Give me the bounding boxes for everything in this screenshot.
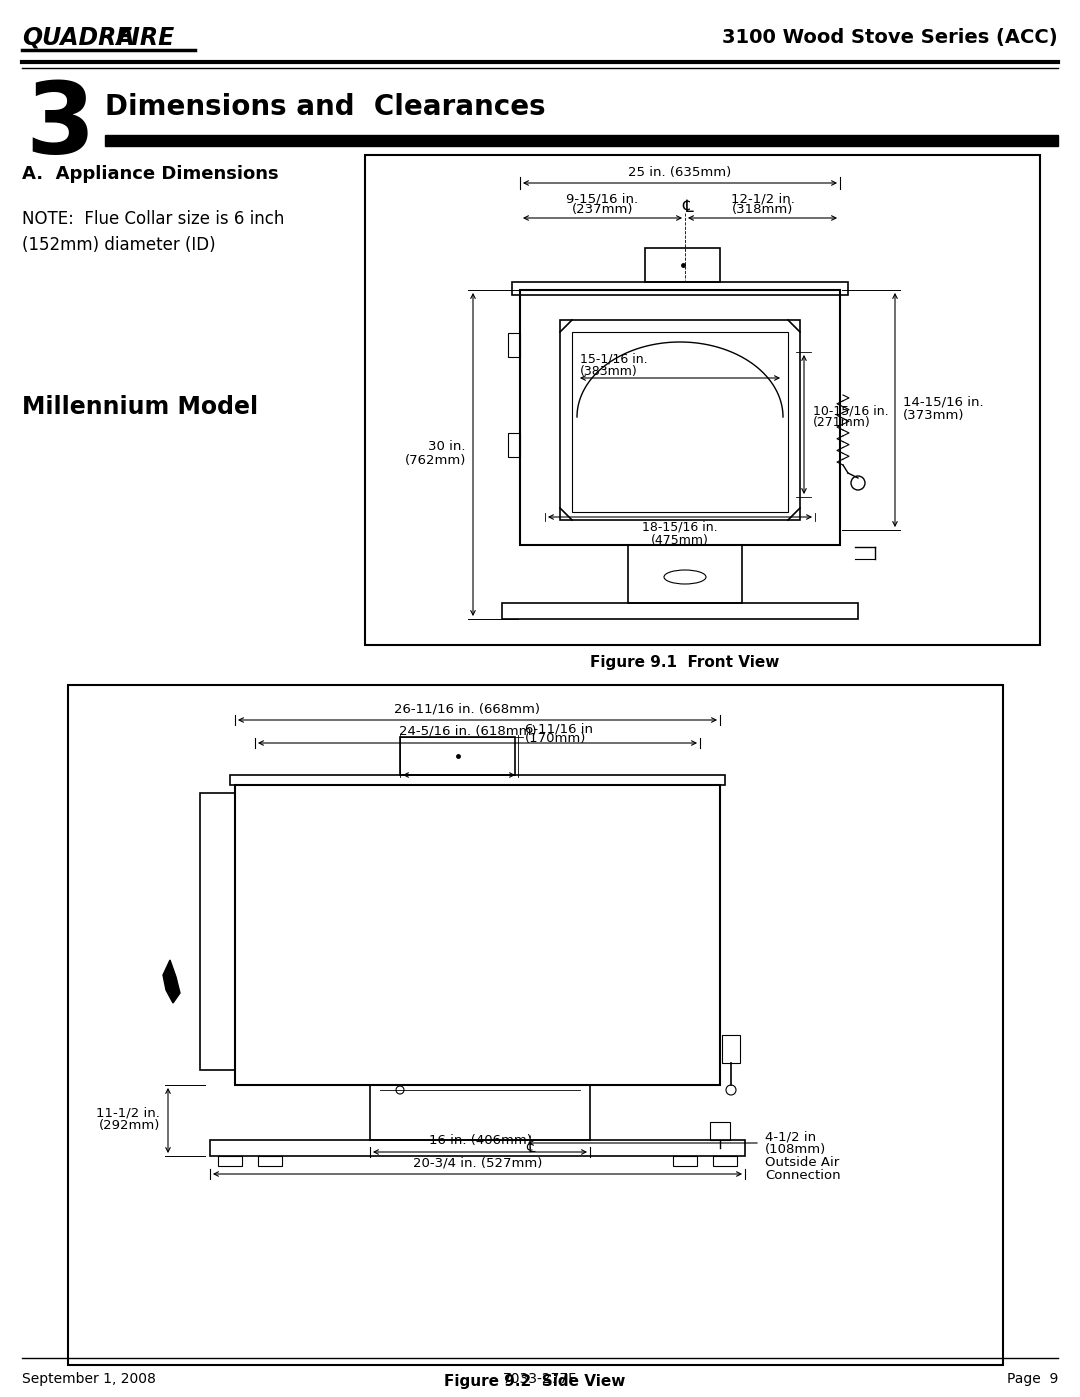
Text: 6-11/16 in: 6-11/16 in xyxy=(525,722,593,735)
Bar xyxy=(210,1140,745,1155)
Bar xyxy=(645,249,720,282)
Text: (237mm): (237mm) xyxy=(571,203,633,217)
Text: 7033-277F: 7033-277F xyxy=(503,1372,577,1386)
Text: 15-1/16 in.: 15-1/16 in. xyxy=(580,353,648,366)
Bar xyxy=(713,1155,737,1166)
Text: Figure 9.1  Front View: Figure 9.1 Front View xyxy=(591,655,780,671)
Text: 14-15/16 in.: 14-15/16 in. xyxy=(903,395,984,408)
Bar xyxy=(68,685,1003,1365)
Bar xyxy=(230,775,725,785)
Text: ℄: ℄ xyxy=(683,198,693,217)
Text: ℄: ℄ xyxy=(526,1141,535,1155)
Text: (318mm): (318mm) xyxy=(732,203,793,217)
Bar xyxy=(365,155,1040,645)
Bar xyxy=(370,1085,590,1140)
Text: (271mm): (271mm) xyxy=(813,416,870,429)
Bar xyxy=(572,332,788,511)
Text: 12-1/2 in.: 12-1/2 in. xyxy=(730,191,795,205)
Text: 20-3/4 in. (527mm): 20-3/4 in. (527mm) xyxy=(413,1155,542,1169)
Bar xyxy=(105,136,1058,147)
Text: September 1, 2008: September 1, 2008 xyxy=(22,1372,156,1386)
Text: (475mm): (475mm) xyxy=(651,534,708,548)
Text: NOTE:  Flue Collar size is 6 inch
(152mm) diameter (ID): NOTE: Flue Collar size is 6 inch (152mm)… xyxy=(22,210,284,254)
Bar xyxy=(673,1155,697,1166)
Text: 3100 Wood Stove Series (ACC): 3100 Wood Stove Series (ACC) xyxy=(723,28,1058,47)
Bar xyxy=(512,282,848,295)
Bar xyxy=(218,1155,242,1166)
Text: 9-15/16 in.: 9-15/16 in. xyxy=(566,191,638,205)
Bar xyxy=(508,433,519,457)
Text: 11-1/2 in.: 11-1/2 in. xyxy=(96,1106,160,1119)
Text: Millennium Model: Millennium Model xyxy=(22,395,258,419)
Text: (170mm): (170mm) xyxy=(525,732,586,745)
Text: (108mm): (108mm) xyxy=(765,1143,826,1155)
Text: Connection: Connection xyxy=(765,1169,840,1182)
Text: Dimensions and  Clearances: Dimensions and Clearances xyxy=(105,94,545,122)
Text: 26-11/16 in. (668mm): 26-11/16 in. (668mm) xyxy=(394,703,540,715)
Bar xyxy=(519,291,840,545)
Bar xyxy=(235,785,720,1085)
Bar xyxy=(710,1122,730,1140)
Text: 25 in. (635mm): 25 in. (635mm) xyxy=(629,166,731,179)
Polygon shape xyxy=(163,960,180,1003)
Bar xyxy=(723,1035,740,1063)
Text: Page  9: Page 9 xyxy=(1007,1372,1058,1386)
Text: FIRE: FIRE xyxy=(114,27,174,50)
Text: (383mm): (383mm) xyxy=(580,365,638,379)
Text: 24-5/16 in. (618mm): 24-5/16 in. (618mm) xyxy=(399,725,537,738)
Text: (762mm): (762mm) xyxy=(405,454,465,467)
Text: 18-15/16 in.: 18-15/16 in. xyxy=(643,521,718,534)
Text: A.  Appliance Dimensions: A. Appliance Dimensions xyxy=(22,165,279,183)
Text: (373mm): (373mm) xyxy=(903,408,964,422)
Bar xyxy=(627,545,742,604)
Bar xyxy=(502,604,858,619)
Text: Outside Air: Outside Air xyxy=(765,1155,839,1169)
Bar xyxy=(258,1155,282,1166)
Bar xyxy=(400,738,515,775)
Text: 16 in. (406mm): 16 in. (406mm) xyxy=(429,1134,531,1147)
Text: ·: · xyxy=(104,27,113,50)
Bar xyxy=(508,332,519,358)
Bar xyxy=(200,793,235,1070)
Text: (292mm): (292mm) xyxy=(98,1119,160,1132)
Bar xyxy=(561,320,800,520)
Text: Figure 9.2  Side View: Figure 9.2 Side View xyxy=(444,1375,625,1389)
Text: QUADRA: QUADRA xyxy=(22,27,135,50)
Text: 4-1/2 in: 4-1/2 in xyxy=(765,1130,816,1143)
Text: 10-15/16 in.: 10-15/16 in. xyxy=(813,404,889,416)
Text: 3: 3 xyxy=(25,78,95,175)
Text: 30 in.: 30 in. xyxy=(429,440,465,453)
